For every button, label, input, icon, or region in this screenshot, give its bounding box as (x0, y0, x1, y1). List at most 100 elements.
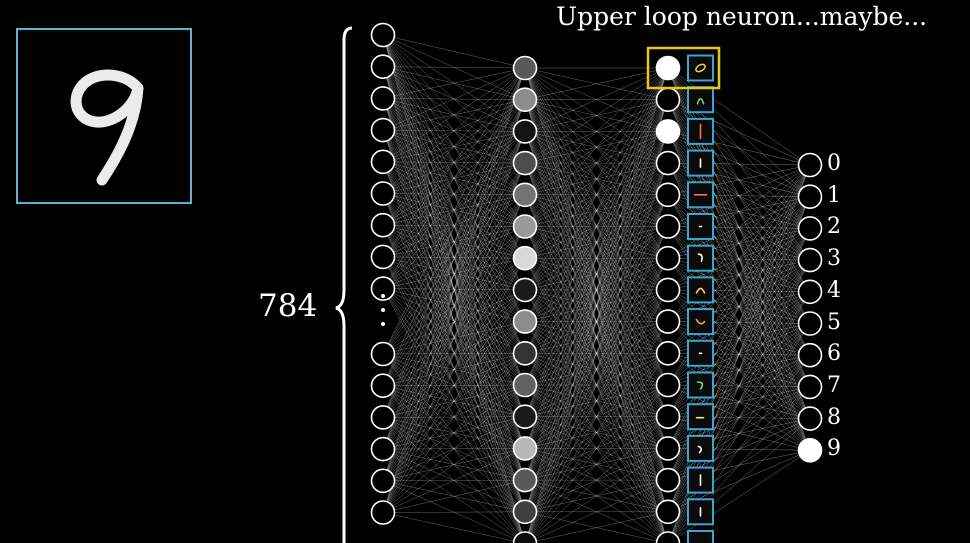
connection-line (524, 353, 669, 417)
connection-line (524, 258, 669, 386)
connection-line (382, 161, 526, 259)
connection-line (524, 67, 669, 291)
connection-line (524, 321, 669, 449)
connection-line (524, 289, 669, 386)
connection-line (524, 448, 669, 481)
connection-line (382, 416, 526, 450)
connection-line (524, 162, 669, 291)
connection-line (524, 67, 669, 417)
hidden1-neuron (512, 87, 538, 112)
connection-line (524, 131, 669, 449)
connection-line (382, 34, 526, 259)
feature-box (687, 308, 714, 336)
connection-line (524, 99, 669, 291)
connection-line (524, 194, 669, 543)
connection-line (524, 99, 669, 481)
connection-line (524, 162, 669, 449)
feature-box (687, 498, 714, 526)
input-neuron (370, 405, 396, 430)
connection-line (382, 257, 526, 289)
feature-sketch (696, 97, 705, 105)
connection-line (382, 384, 526, 386)
feature-sketch (695, 63, 706, 73)
connection-line (382, 256, 526, 481)
connection-line (668, 450, 811, 543)
hidden2-neuron (655, 55, 681, 81)
feature-sketch (697, 253, 703, 262)
connection-line (382, 226, 526, 355)
output-digit-label: 0 (827, 151, 841, 176)
connection-line (382, 131, 526, 355)
connection-line (524, 194, 669, 386)
hidden2-neuron (655, 404, 681, 430)
connection-line (524, 511, 667, 543)
connection-line (524, 289, 669, 386)
connection-line (524, 162, 669, 354)
connection-line (524, 67, 669, 322)
connection-line (524, 162, 669, 322)
connection-line (382, 258, 526, 481)
connection-line (382, 194, 526, 258)
connection-line (524, 226, 669, 322)
connection-line (524, 289, 669, 449)
connection-line (524, 131, 669, 449)
connection-line (524, 258, 669, 354)
connection-line (382, 98, 526, 481)
connection-line (524, 67, 669, 227)
connection-line (382, 34, 526, 227)
connection-line (382, 289, 526, 418)
connection-line (382, 131, 526, 258)
ellipsis-dot (381, 308, 385, 312)
connection-line (382, 288, 526, 386)
hidden2-neuron (655, 436, 681, 461)
hidden1-neuron (512, 119, 538, 144)
connection-line (524, 194, 669, 512)
connection-line (524, 226, 669, 481)
hidden2-neuron (655, 531, 681, 543)
connection-line (382, 98, 526, 227)
hidden2-neuron (655, 150, 681, 176)
connection-line (382, 99, 526, 450)
connection-line (524, 194, 669, 417)
connection-line (382, 162, 526, 194)
connection-line (382, 161, 526, 164)
connection-line (382, 193, 526, 386)
connection-line (382, 130, 526, 481)
connection-line (382, 448, 526, 482)
connection-line (524, 226, 669, 354)
connection-line (524, 321, 669, 449)
connection-line (382, 34, 526, 291)
connection-line (667, 164, 811, 449)
connection-line (524, 479, 669, 513)
connection-line (382, 131, 526, 450)
connection-line (382, 289, 526, 481)
connection-line (382, 321, 526, 418)
connection-line (524, 289, 669, 512)
connection-line (524, 194, 669, 291)
connection-line (382, 98, 526, 512)
connection-line (382, 67, 526, 418)
hidden2-neuron (655, 372, 681, 398)
connection-line (524, 226, 669, 481)
connection-line (382, 288, 526, 481)
connection-line (382, 98, 526, 322)
connection-line (382, 34, 526, 354)
connection-lines (382, 34, 811, 543)
connection-line (524, 321, 669, 354)
connection-line (382, 256, 526, 322)
connection-line (524, 67, 669, 132)
connection-line (524, 162, 669, 259)
connection-line (382, 129, 526, 291)
feature-sketch (696, 381, 704, 390)
connection-line (382, 99, 526, 386)
hidden1-neuron (512, 531, 538, 543)
connection-line (382, 99, 526, 513)
hidden1-neuron (512, 372, 538, 398)
connection-line (382, 224, 526, 291)
connection-line (382, 258, 526, 513)
input-digit-frame (16, 28, 192, 204)
connection-line (382, 34, 526, 69)
hidden1-neuron (512, 309, 538, 334)
connection-line (524, 226, 669, 449)
connection-line (524, 67, 669, 354)
